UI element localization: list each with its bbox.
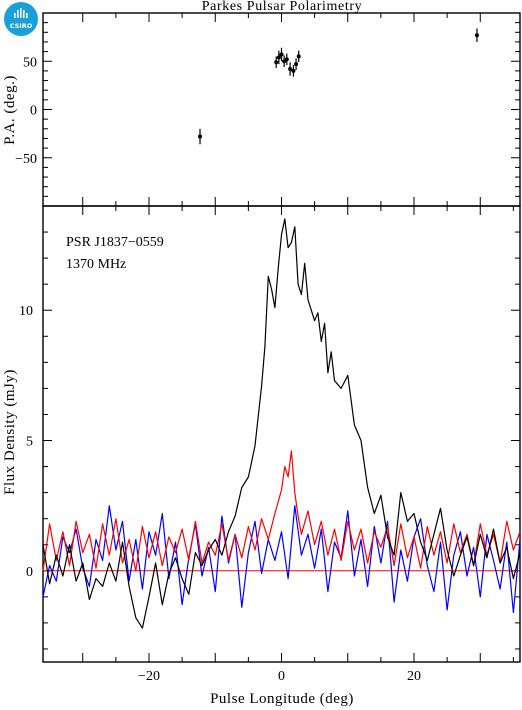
frequency-annotation: 1370 MHz [66,257,126,272]
pa-point [288,66,293,71]
pa-point [276,55,281,60]
pa-point [198,134,203,139]
pa-y-tick-label: 50 [23,55,37,70]
pa-panel: −50 0 50 P.A. (deg.) [2,12,521,207]
flux-x-tick-label: −20 [138,669,160,684]
pa-point [294,62,299,67]
flux-panel-frame [42,205,521,663]
pa-y-axis-label: P.A. (deg.) [2,75,18,145]
flux-series [42,218,521,629]
psr-name-annotation: PSR J1837−0559 [66,235,164,250]
pa-point [291,68,296,73]
pa-y-tick-label: −50 [15,152,37,167]
pa-point [274,60,279,65]
x-axis-label: Pulse Longitude (deg) [210,691,354,707]
csiro-logo-text: CSIRO [10,22,33,30]
pa-ticks: −50 0 50 [15,12,520,207]
chart-title: Parkes Pulsar Polarimetry [202,0,362,14]
pa-point [284,57,289,62]
flux-x-tick-label: 20 [407,669,421,684]
flux-x-tick-label: 0 [278,669,285,684]
linear-series-line [42,450,521,572]
flux-y-tick-label: 10 [19,304,33,319]
pa-point [474,33,479,38]
csiro-logo-disc [4,2,38,36]
circular-series-line [42,505,521,614]
flux-y-axis-label: Flux Density (mJy) [2,369,18,495]
flux-y-tick-label: 5 [26,435,33,450]
pa-points [198,28,479,145]
total-series-line [42,218,521,629]
csiro-logo: CSIRO [4,2,38,36]
pa-point [296,54,301,59]
flux-y-tick-label: 0 [26,565,33,580]
pa-panel-frame [42,12,521,207]
pa-point [279,52,284,57]
flux-panel: −20 0 20 0 5 10 PSR J1837−0559 1370 MHz Flux … [2,205,521,707]
pa-y-tick-label: 0 [30,104,37,119]
flux-ticks: −20 0 20 0 5 10 [19,205,520,684]
csiro-logo-bars [14,8,28,18]
